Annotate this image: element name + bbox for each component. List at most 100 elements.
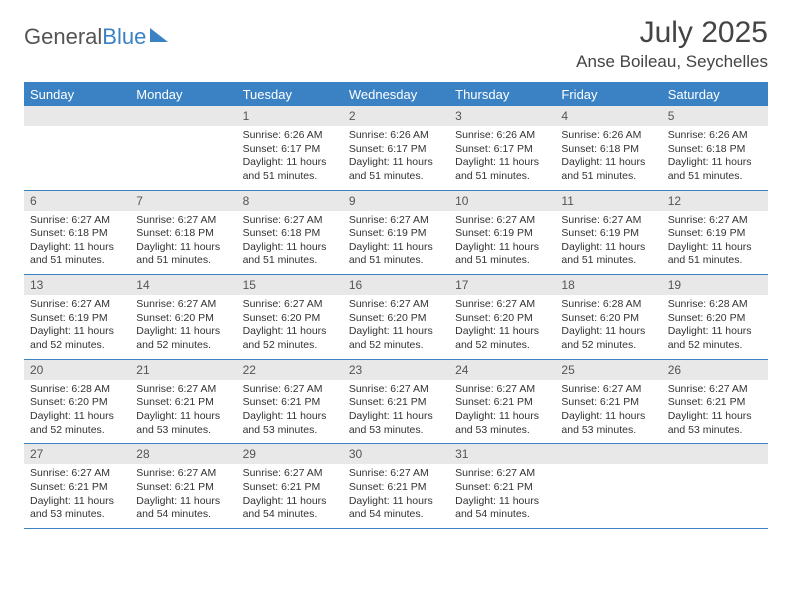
week-3: 13141516171819Sunrise: 6:27 AM Sunset: 6…: [24, 275, 768, 360]
date-number: 18: [555, 275, 661, 295]
logo-text-general: General: [24, 24, 102, 49]
date-detail: Sunrise: 6:27 AM Sunset: 6:21 PM Dayligh…: [449, 464, 555, 528]
date-detail: Sunrise: 6:27 AM Sunset: 6:20 PM Dayligh…: [343, 295, 449, 359]
date-number-row: 6789101112: [24, 191, 768, 211]
date-detail: Sunrise: 6:27 AM Sunset: 6:20 PM Dayligh…: [130, 295, 236, 359]
date-detail: Sunrise: 6:27 AM Sunset: 6:21 PM Dayligh…: [449, 380, 555, 444]
date-detail: Sunrise: 6:28 AM Sunset: 6:20 PM Dayligh…: [555, 295, 661, 359]
date-number-row: 12345: [24, 106, 768, 126]
date-detail: Sunrise: 6:27 AM Sunset: 6:21 PM Dayligh…: [555, 380, 661, 444]
date-number: 3: [449, 106, 555, 126]
date-detail: Sunrise: 6:28 AM Sunset: 6:20 PM Dayligh…: [662, 295, 768, 359]
date-detail: Sunrise: 6:27 AM Sunset: 6:21 PM Dayligh…: [130, 464, 236, 528]
date-number: 20: [24, 360, 130, 380]
date-detail: [662, 464, 768, 528]
date-detail: Sunrise: 6:27 AM Sunset: 6:19 PM Dayligh…: [662, 211, 768, 275]
date-detail: Sunrise: 6:26 AM Sunset: 6:18 PM Dayligh…: [662, 126, 768, 190]
date-number: 29: [237, 444, 343, 464]
date-number-row: 2728293031: [24, 444, 768, 464]
date-detail: Sunrise: 6:27 AM Sunset: 6:20 PM Dayligh…: [237, 295, 343, 359]
day-header-saturday: Saturday: [662, 83, 768, 106]
date-detail: Sunrise: 6:27 AM Sunset: 6:19 PM Dayligh…: [343, 211, 449, 275]
date-number: 11: [555, 191, 661, 211]
date-detail: Sunrise: 6:27 AM Sunset: 6:21 PM Dayligh…: [24, 464, 130, 528]
location: Anse Boileau, Seychelles: [576, 52, 768, 72]
date-number: 7: [130, 191, 236, 211]
date-number: 2: [343, 106, 449, 126]
header: GeneralBlue July 2025 Anse Boileau, Seyc…: [24, 16, 768, 72]
date-detail: Sunrise: 6:27 AM Sunset: 6:21 PM Dayligh…: [237, 380, 343, 444]
date-detail: [555, 464, 661, 528]
date-detail: Sunrise: 6:27 AM Sunset: 6:21 PM Dayligh…: [343, 464, 449, 528]
logo-text-blue: Blue: [102, 24, 146, 49]
day-header-row: Sunday Monday Tuesday Wednesday Thursday…: [24, 83, 768, 106]
date-number: 14: [130, 275, 236, 295]
date-detail: Sunrise: 6:27 AM Sunset: 6:21 PM Dayligh…: [237, 464, 343, 528]
date-number: 19: [662, 275, 768, 295]
date-detail: Sunrise: 6:27 AM Sunset: 6:19 PM Dayligh…: [449, 211, 555, 275]
date-number: 8: [237, 191, 343, 211]
date-number: 5: [662, 106, 768, 126]
date-number: 15: [237, 275, 343, 295]
day-header-thursday: Thursday: [449, 83, 555, 106]
date-detail: Sunrise: 6:26 AM Sunset: 6:18 PM Dayligh…: [555, 126, 661, 190]
week-2: 6789101112Sunrise: 6:27 AM Sunset: 6:18 …: [24, 191, 768, 276]
date-detail: [24, 126, 130, 190]
date-number-row: 20212223242526: [24, 360, 768, 380]
date-number: 30: [343, 444, 449, 464]
title-block: July 2025 Anse Boileau, Seychelles: [576, 16, 768, 72]
date-detail: Sunrise: 6:27 AM Sunset: 6:19 PM Dayligh…: [24, 295, 130, 359]
date-number: [24, 106, 130, 126]
date-number: [130, 106, 236, 126]
week-5: 2728293031Sunrise: 6:27 AM Sunset: 6:21 …: [24, 444, 768, 529]
date-detail: Sunrise: 6:27 AM Sunset: 6:21 PM Dayligh…: [343, 380, 449, 444]
weeks-container: 12345Sunrise: 6:26 AM Sunset: 6:17 PM Da…: [24, 106, 768, 529]
date-detail: Sunrise: 6:27 AM Sunset: 6:18 PM Dayligh…: [237, 211, 343, 275]
date-detail-row: Sunrise: 6:26 AM Sunset: 6:17 PM Dayligh…: [24, 126, 768, 190]
date-number: [555, 444, 661, 464]
date-number: 28: [130, 444, 236, 464]
date-detail: Sunrise: 6:26 AM Sunset: 6:17 PM Dayligh…: [343, 126, 449, 190]
date-number: 26: [662, 360, 768, 380]
date-detail: Sunrise: 6:26 AM Sunset: 6:17 PM Dayligh…: [237, 126, 343, 190]
week-1: 12345Sunrise: 6:26 AM Sunset: 6:17 PM Da…: [24, 106, 768, 191]
date-detail: Sunrise: 6:27 AM Sunset: 6:18 PM Dayligh…: [130, 211, 236, 275]
logo: GeneralBlue: [24, 16, 168, 50]
date-number: 10: [449, 191, 555, 211]
logo-triangle-icon: [150, 28, 168, 42]
date-number: 24: [449, 360, 555, 380]
date-number: 16: [343, 275, 449, 295]
date-number: 9: [343, 191, 449, 211]
date-detail: Sunrise: 6:27 AM Sunset: 6:18 PM Dayligh…: [24, 211, 130, 275]
date-detail-row: Sunrise: 6:27 AM Sunset: 6:18 PM Dayligh…: [24, 211, 768, 275]
week-4: 20212223242526Sunrise: 6:28 AM Sunset: 6…: [24, 360, 768, 445]
day-header-sunday: Sunday: [24, 83, 130, 106]
date-detail: Sunrise: 6:27 AM Sunset: 6:20 PM Dayligh…: [449, 295, 555, 359]
date-number: 12: [662, 191, 768, 211]
date-detail: Sunrise: 6:27 AM Sunset: 6:19 PM Dayligh…: [555, 211, 661, 275]
logo-text: GeneralBlue: [24, 24, 146, 50]
date-number: 17: [449, 275, 555, 295]
date-number: 23: [343, 360, 449, 380]
day-header-monday: Monday: [130, 83, 236, 106]
date-number: 31: [449, 444, 555, 464]
date-number: 25: [555, 360, 661, 380]
date-detail: Sunrise: 6:27 AM Sunset: 6:21 PM Dayligh…: [662, 380, 768, 444]
date-detail-row: Sunrise: 6:27 AM Sunset: 6:21 PM Dayligh…: [24, 464, 768, 528]
date-number: 6: [24, 191, 130, 211]
date-number-row: 13141516171819: [24, 275, 768, 295]
date-number: 13: [24, 275, 130, 295]
date-number: 4: [555, 106, 661, 126]
date-number: 1: [237, 106, 343, 126]
calendar: Sunday Monday Tuesday Wednesday Thursday…: [24, 83, 768, 529]
day-header-friday: Friday: [555, 83, 661, 106]
date-number: [662, 444, 768, 464]
date-number: 27: [24, 444, 130, 464]
day-header-wednesday: Wednesday: [343, 83, 449, 106]
month-title: July 2025: [576, 16, 768, 50]
date-detail: Sunrise: 6:26 AM Sunset: 6:17 PM Dayligh…: [449, 126, 555, 190]
date-detail: Sunrise: 6:27 AM Sunset: 6:21 PM Dayligh…: [130, 380, 236, 444]
date-detail: Sunrise: 6:28 AM Sunset: 6:20 PM Dayligh…: [24, 380, 130, 444]
date-detail-row: Sunrise: 6:28 AM Sunset: 6:20 PM Dayligh…: [24, 380, 768, 444]
date-detail: [130, 126, 236, 190]
